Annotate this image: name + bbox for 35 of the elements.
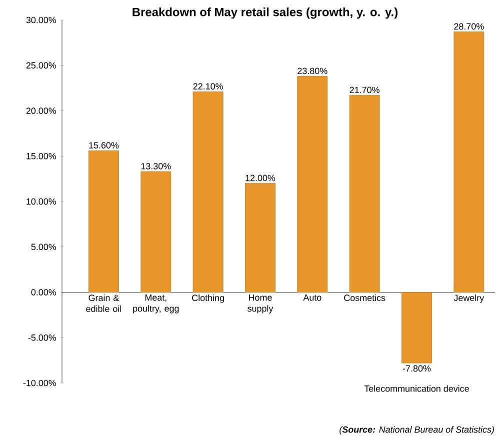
bar — [140, 171, 172, 292]
bar — [349, 95, 380, 292]
data-label: 12.00% — [246, 174, 276, 182]
data-label: 13.30% — [141, 163, 171, 170]
x-tick-label: Grain & edible oil — [86, 294, 122, 312]
x-tick-label: Telecommunication device — [364, 385, 469, 392]
y-tick-label: -5.00% — [28, 334, 56, 341]
text: (Source: National Bureau of Statistics) — [340, 426, 494, 434]
y-tick-label: 20.00% — [26, 108, 56, 114]
y-tick-label: 0.00% — [31, 289, 56, 296]
bar — [192, 91, 224, 292]
data-label: 23.80% — [298, 68, 328, 74]
data-label: 21.70% — [350, 86, 380, 94]
x-tick-label: Auto — [303, 294, 322, 301]
bar — [245, 183, 276, 292]
chart-title: Breakdown of May retail sales (growth, y. o. y.) — [132, 8, 398, 19]
x-tick-label: Clothing — [192, 294, 224, 303]
y-tick-label: 5.00% — [31, 244, 56, 250]
y-tick-label: 15.00% — [26, 152, 56, 160]
data-label: -7.80% — [402, 365, 431, 372]
y-tick-label: -10.00% — [23, 380, 56, 386]
x-tick-label: Jewelry — [454, 294, 484, 303]
y-tick-label: 10.00% — [26, 198, 56, 205]
data-label: 15.60% — [89, 142, 119, 148]
data-label: 22.10% — [193, 83, 223, 90]
x-tick-label: Meat, poultry, egg — [133, 294, 179, 314]
y-tick-label: 30.00% — [26, 16, 56, 24]
x-tick-label: Cosmetics — [344, 294, 386, 302]
bar — [88, 150, 119, 292]
x-tick-label: Home supply — [248, 294, 274, 314]
data-label: 28.70% — [454, 23, 484, 30]
y-tick-label: 25.00% — [26, 62, 56, 69]
bar — [454, 32, 484, 292]
bar — [402, 292, 432, 364]
bar — [297, 76, 328, 292]
